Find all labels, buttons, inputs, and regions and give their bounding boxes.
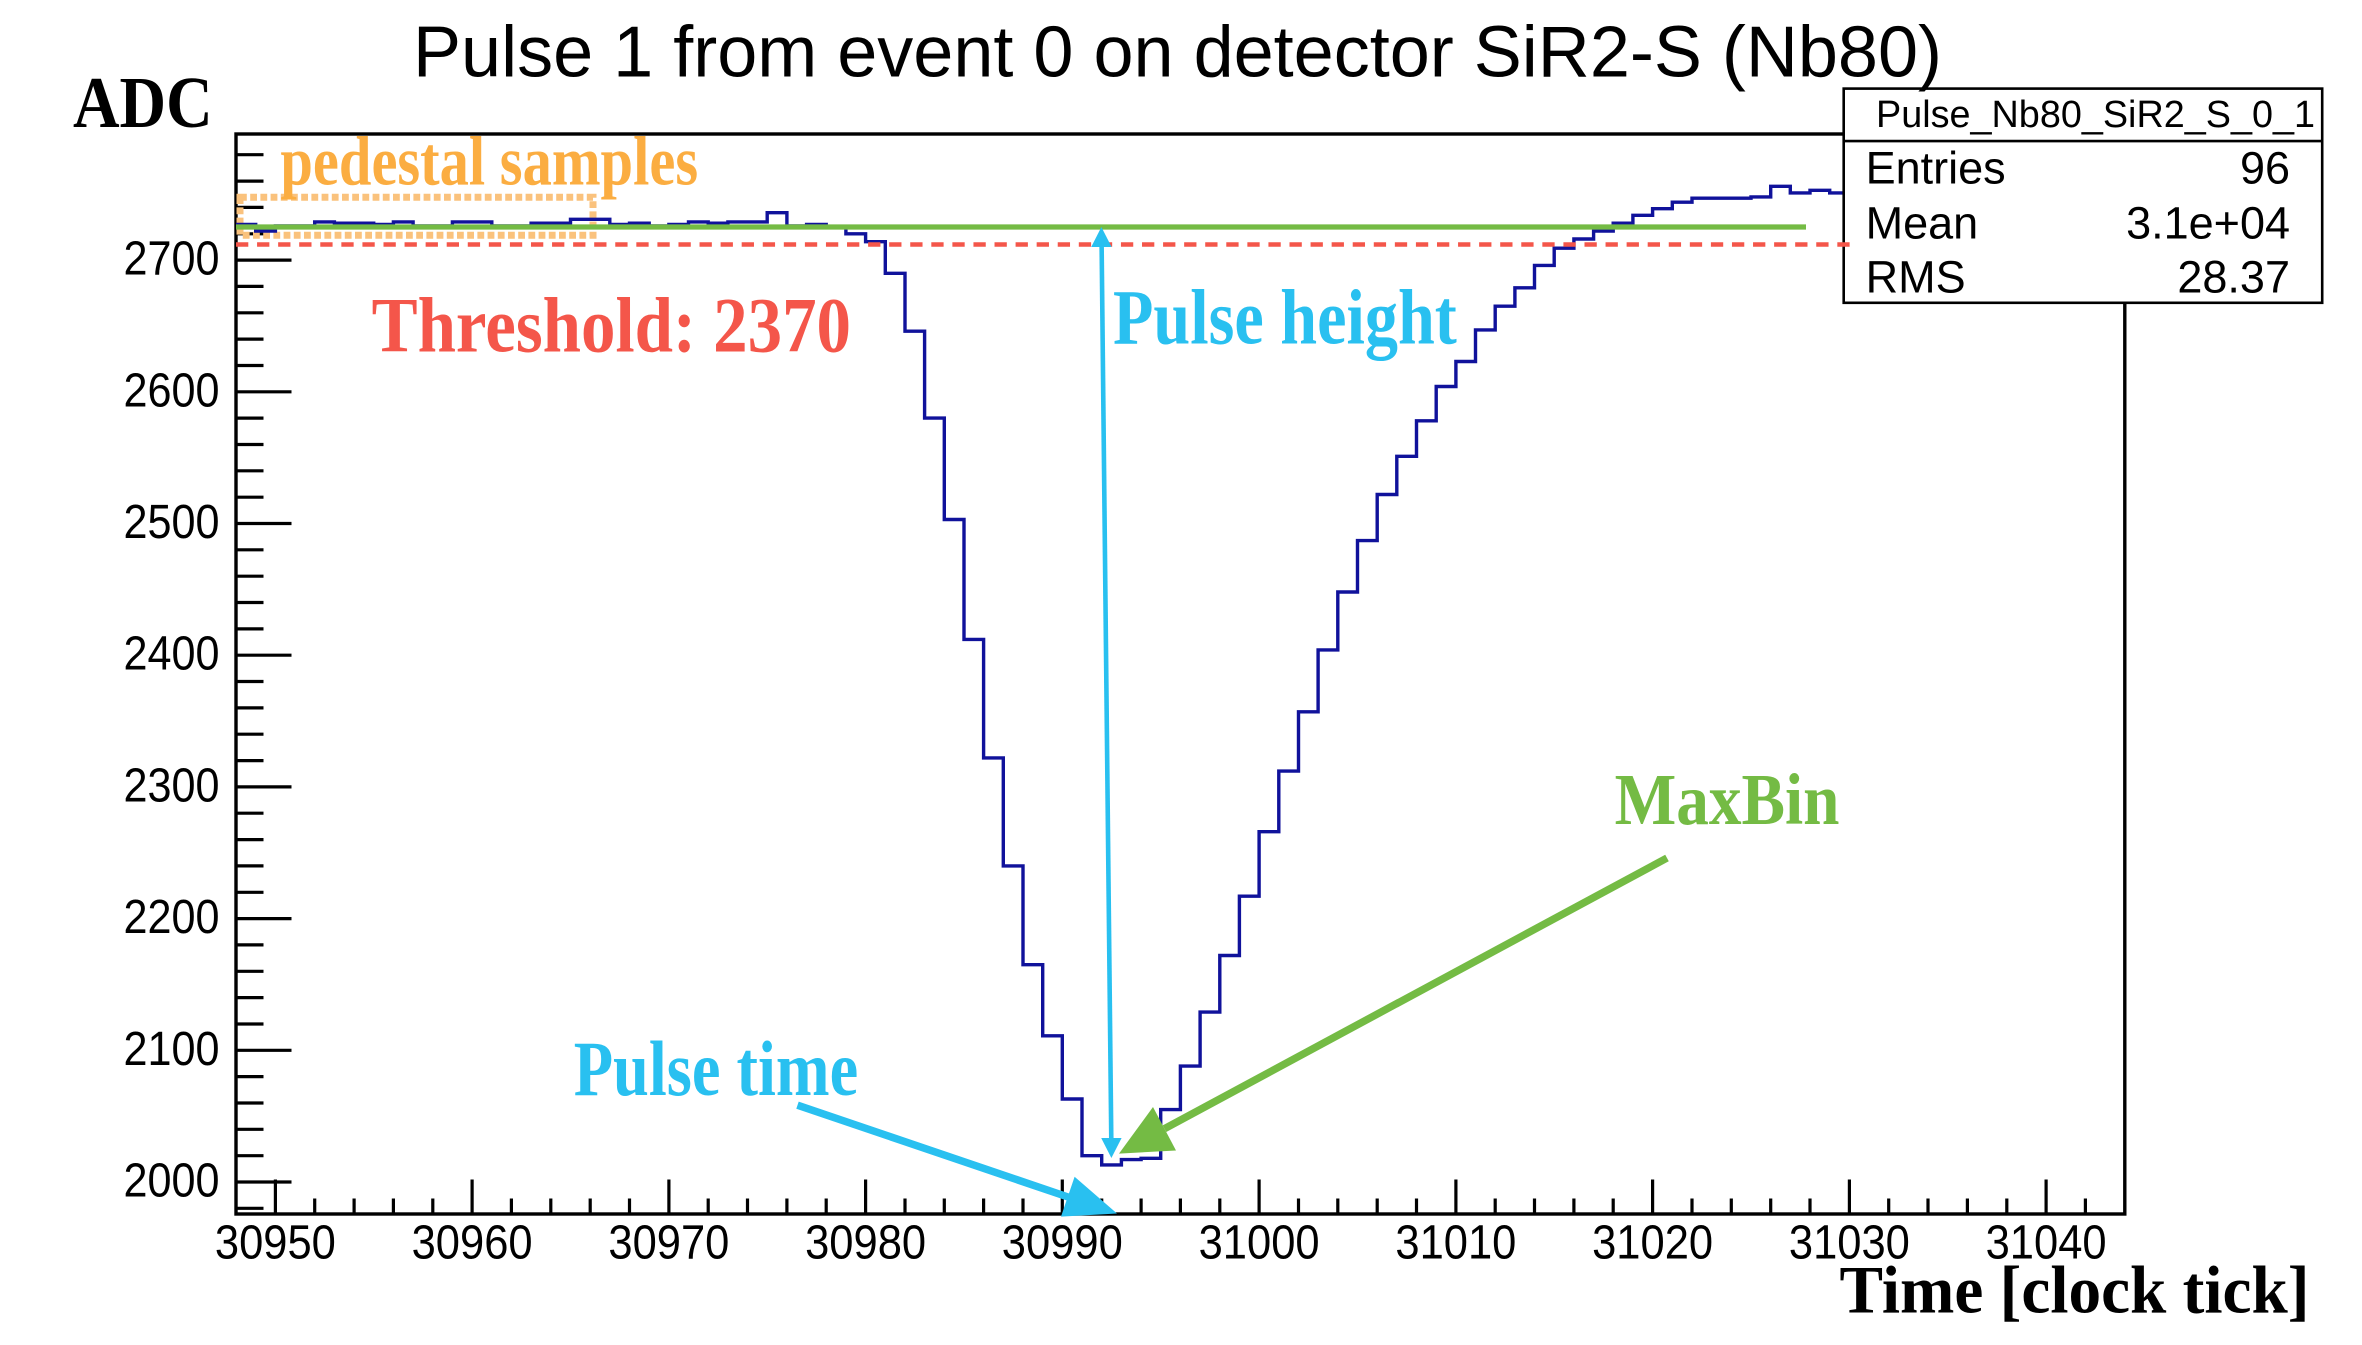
svg-text:30960: 30960: [412, 1216, 533, 1269]
svg-text:Pulse height: Pulse height: [1113, 274, 1457, 361]
svg-text:Pulse_Nb80_SiR2_S_0_1: Pulse_Nb80_SiR2_S_0_1: [1876, 94, 2315, 136]
svg-text:Pulse time: Pulse time: [574, 1025, 859, 1112]
svg-text:2100: 2100: [124, 1023, 220, 1076]
svg-text:2200: 2200: [124, 891, 220, 944]
svg-text:3.1e+04: 3.1e+04: [2126, 198, 2290, 249]
svg-text:31030: 31030: [1789, 1216, 1910, 1269]
svg-text:2300: 2300: [124, 759, 220, 812]
svg-text:30980: 30980: [805, 1216, 926, 1269]
svg-text:ADC: ADC: [73, 62, 213, 143]
svg-text:MaxBin: MaxBin: [1615, 759, 1840, 840]
svg-text:31010: 31010: [1395, 1216, 1516, 1269]
svg-text:28.37: 28.37: [2177, 252, 2290, 303]
svg-text:Mean: Mean: [1866, 198, 1979, 249]
svg-text:Entries: Entries: [1866, 143, 2006, 194]
svg-text:31020: 31020: [1592, 1216, 1713, 1269]
svg-text:2600: 2600: [124, 364, 220, 417]
svg-text:Time [clock tick]: Time [clock tick]: [1840, 1251, 2310, 1327]
svg-text:96: 96: [2240, 143, 2290, 194]
svg-text:2700: 2700: [124, 233, 220, 286]
svg-text:31040: 31040: [1986, 1216, 2107, 1269]
svg-text:2500: 2500: [124, 496, 220, 549]
svg-text:pedestal samples: pedestal samples: [280, 123, 698, 200]
svg-text:31000: 31000: [1199, 1216, 1320, 1269]
svg-text:30990: 30990: [1002, 1216, 1123, 1269]
svg-text:Threshold: 2370: Threshold: 2370: [372, 282, 851, 369]
svg-text:2400: 2400: [124, 628, 220, 681]
svg-text:30970: 30970: [608, 1216, 729, 1269]
svg-text:RMS: RMS: [1866, 252, 1966, 303]
svg-text:2000: 2000: [124, 1155, 220, 1208]
svg-text:30950: 30950: [215, 1216, 336, 1269]
svg-text:Pulse 1 from event 0 on detect: Pulse 1 from event 0 on detector SiR2-S …: [413, 13, 1942, 93]
